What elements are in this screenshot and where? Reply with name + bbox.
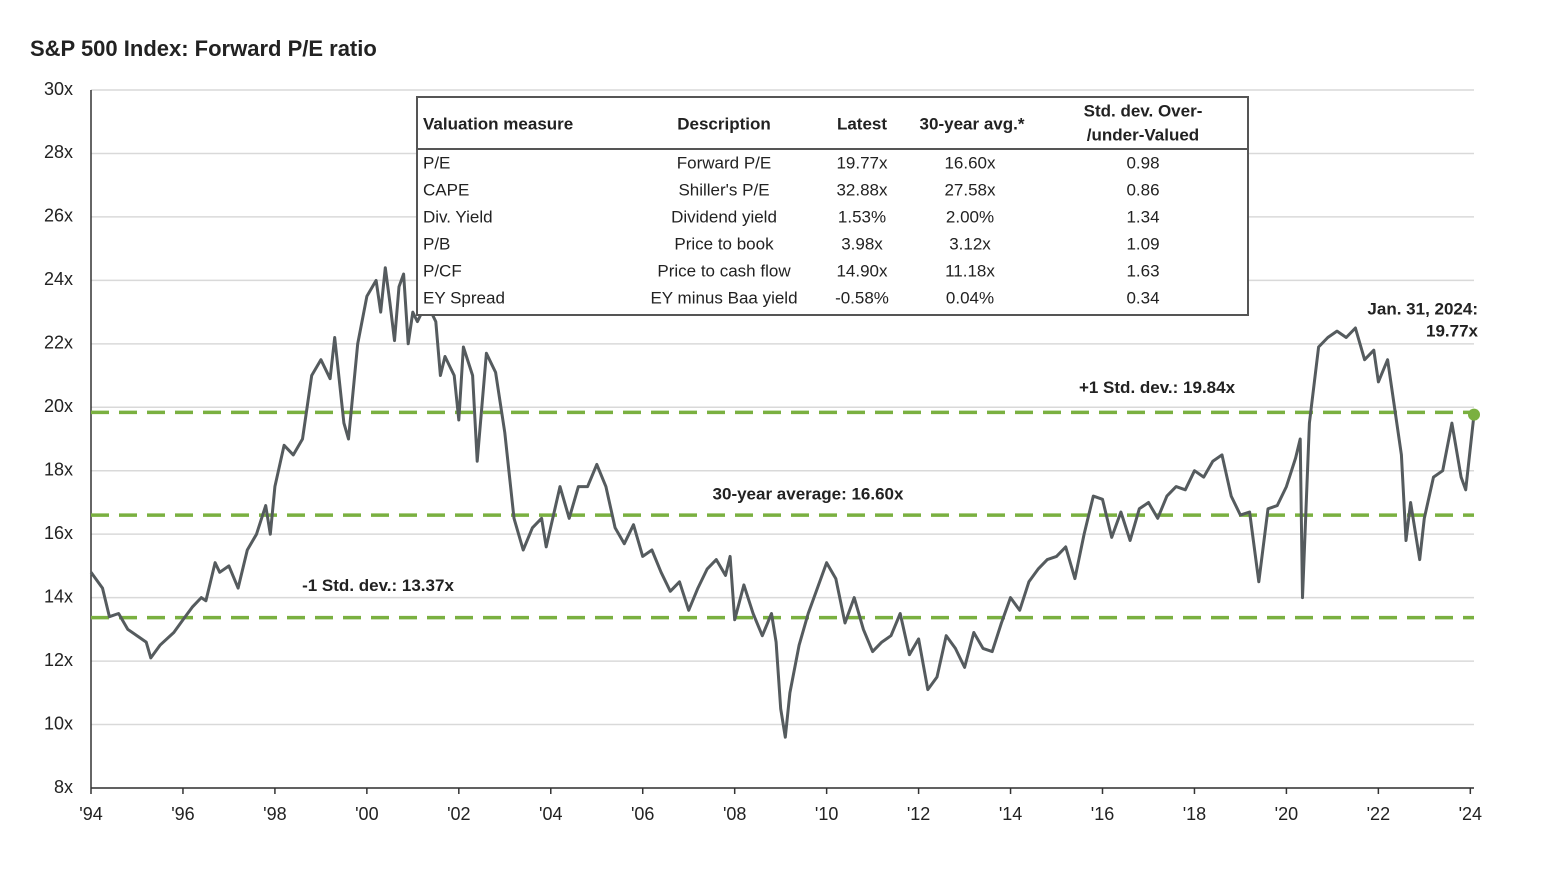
x-tick-label: '24	[1459, 804, 1482, 824]
table-cell: 1.34	[1126, 207, 1159, 226]
table-box	[416, 96, 1249, 316]
table-header: /under-Valued	[1087, 125, 1199, 144]
table-cell: Shiller's P/E	[678, 180, 769, 199]
reference-label: -1 Std. dev.: 13.37x	[302, 576, 454, 595]
table-cell: -0.58%	[835, 288, 889, 307]
table-cell: 0.86	[1126, 180, 1159, 199]
x-tick-label: '16	[1091, 804, 1114, 824]
x-tick-label: '20	[1275, 804, 1298, 824]
table-header: Description	[677, 114, 771, 133]
table-cell: EY Spread	[423, 288, 505, 307]
y-tick-label: 16x	[44, 523, 73, 543]
y-tick-label: 8x	[54, 777, 73, 797]
x-tick-label: '98	[263, 804, 286, 824]
table-header: Latest	[837, 114, 887, 133]
x-tick-label: '02	[447, 804, 470, 824]
endpoint-label: Jan. 31, 2024:	[1367, 299, 1478, 318]
table-cell: 0.34	[1126, 288, 1159, 307]
x-tick-label: '18	[1183, 804, 1206, 824]
table-cell: CAPE	[423, 180, 469, 199]
endpoint-marker	[1468, 408, 1480, 421]
table-cell: P/CF	[423, 261, 462, 280]
y-tick-label: 14x	[44, 586, 73, 606]
x-tick-label: '94	[79, 804, 102, 824]
x-tick-label: '14	[999, 804, 1022, 824]
y-tick-label: 24x	[44, 269, 73, 289]
table-cell: Price to book	[674, 234, 774, 253]
table-header: 30-year avg.*	[920, 114, 1025, 133]
table-header: Valuation measure	[423, 114, 573, 133]
x-tick-label: '10	[815, 804, 838, 824]
table-cell: 0.98	[1126, 153, 1159, 172]
table-cell: 2.00%	[946, 207, 994, 226]
table-cell: 27.58x	[944, 180, 996, 199]
table-cell: 3.98x	[841, 234, 883, 253]
table-header: Std. dev. Over-	[1084, 101, 1203, 120]
table-cell: EY minus Baa yield	[650, 288, 797, 307]
y-tick-label: 22x	[44, 333, 73, 353]
y-tick-label: 10x	[44, 713, 73, 733]
table-cell: 19.77x	[836, 153, 888, 172]
table-cell: Forward P/E	[677, 153, 771, 172]
table-cell: 1.53%	[838, 207, 886, 226]
pe-line	[89, 266, 1476, 739]
y-tick-label: 12x	[44, 650, 73, 670]
table-cell: 32.88x	[836, 180, 888, 199]
x-tick-label: '12	[907, 804, 930, 824]
table-cell: 16.60x	[944, 153, 996, 172]
x-tick-label: '96	[171, 804, 194, 824]
table-cell: 14.90x	[836, 261, 888, 280]
table-cell: 3.12x	[949, 234, 991, 253]
table-cell: 0.04%	[946, 288, 994, 307]
reference-label: 30-year average: 16.60x	[713, 485, 904, 504]
endpoint-label: 19.77x	[1426, 321, 1479, 340]
table-cell: P/E	[423, 153, 450, 172]
chart-title: S&P 500 Index: Forward P/E ratio	[30, 36, 377, 61]
table-cell: 1.09	[1126, 234, 1159, 253]
table-cell: 11.18x	[945, 261, 995, 280]
x-tick-label: '22	[1367, 804, 1390, 824]
y-tick-label: 26x	[44, 206, 73, 226]
table-cell: P/B	[423, 234, 450, 253]
x-tick-label: '08	[723, 804, 746, 824]
y-tick-label: 20x	[44, 396, 73, 416]
y-tick-label: 18x	[44, 459, 73, 479]
x-tick-label: '04	[539, 804, 562, 824]
table-cell: Dividend yield	[671, 207, 777, 226]
table-cell: Div. Yield	[423, 207, 493, 226]
table-cell: 1.63	[1126, 261, 1159, 280]
x-tick-label: '00	[355, 804, 378, 824]
reference-label: +1 Std. dev.: 19.84x	[1079, 378, 1236, 397]
table-cell: Price to cash flow	[657, 261, 791, 280]
y-tick-label: 28x	[44, 142, 73, 162]
y-tick-label: 30x	[44, 79, 73, 99]
x-tick-label: '06	[631, 804, 654, 824]
